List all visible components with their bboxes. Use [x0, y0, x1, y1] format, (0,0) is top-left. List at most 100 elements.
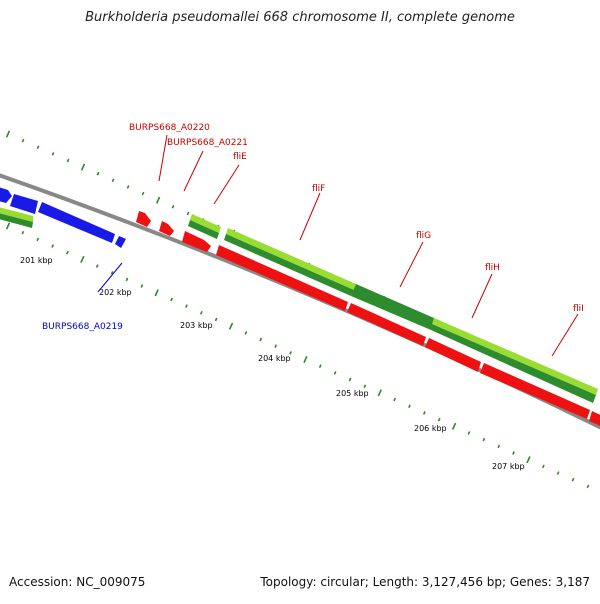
inner-tick — [228, 322, 234, 330]
leader-line — [158, 134, 168, 182]
inner-tick — [393, 397, 397, 402]
inner-tick — [482, 437, 486, 442]
gene-reverse[interactable] — [10, 194, 38, 214]
gene-reverse-BURPS668_A0219[interactable] — [38, 202, 115, 243]
inner-tick — [363, 384, 367, 389]
cog-feature-light[interactable] — [190, 214, 221, 233]
inner-tick — [36, 237, 40, 242]
inner-tick-track — [5, 222, 590, 489]
leader-line — [471, 273, 493, 319]
inner-tick — [451, 422, 457, 430]
scale-label: 206 kbp — [414, 424, 447, 433]
accession-label: Accession: NC_009075 — [9, 575, 146, 589]
inner-tick — [214, 317, 218, 322]
inner-tick — [586, 484, 590, 489]
gene-forward-fliF[interactable] — [216, 245, 348, 311]
cog-feature-light[interactable] — [226, 228, 356, 290]
inner-tick — [199, 310, 203, 315]
inner-tick — [526, 456, 531, 464]
cog-feature-dark[interactable] — [351, 284, 434, 330]
outer-tick — [186, 211, 190, 216]
outer-tick — [111, 178, 115, 183]
cog-feature-light[interactable] — [0, 206, 33, 222]
inner-tick — [377, 389, 382, 397]
inner-tick — [259, 337, 263, 342]
gene-forward-BURPS668_A0221[interactable] — [159, 221, 174, 236]
inner-tick — [422, 411, 426, 415]
inner-tick — [170, 297, 173, 302]
inner-tick — [512, 451, 515, 455]
inner-tick — [541, 464, 545, 469]
inner-tick — [497, 444, 501, 449]
inner-tick — [571, 477, 575, 482]
outer-tick — [66, 158, 70, 163]
gene-forward-fliH[interactable] — [425, 338, 481, 372]
leader-line — [551, 313, 579, 357]
gene-label[interactable]: BURPS668_A0221 — [167, 138, 248, 148]
cog-feature-dark[interactable] — [188, 220, 219, 239]
outer-tick — [51, 152, 55, 156]
scale-label: 201 kbp — [20, 256, 53, 265]
inner-tick — [303, 355, 308, 364]
outer-tick — [155, 196, 161, 204]
inner-tick — [5, 222, 11, 230]
map-title: Burkholderia pseudomallei 668 chromosome… — [85, 10, 515, 25]
gene-forward[interactable] — [589, 411, 600, 428]
gene-reverse[interactable] — [115, 236, 126, 248]
inner-tick — [51, 244, 55, 248]
outer-tick — [141, 191, 145, 196]
cog-feature-dark[interactable] — [0, 212, 33, 228]
genome-backbone — [0, 173, 600, 430]
cog-feature-light[interactable] — [432, 318, 598, 395]
leader-line — [399, 241, 424, 288]
inner-tick — [140, 284, 144, 288]
scale-label: 202 kbp — [99, 288, 132, 297]
inner-tick — [289, 351, 292, 355]
outer-tick — [126, 185, 130, 189]
cog-feature-dark[interactable] — [224, 234, 354, 296]
genome-summary-label: Topology: circular; Length: 3,127,456 bp… — [260, 575, 590, 589]
gene-label[interactable]: BURPS668_A0219 — [42, 322, 123, 332]
inner-tick — [110, 270, 114, 275]
inner-tick — [21, 230, 25, 235]
gene-forward-BURPS668_A0220[interactable] — [136, 211, 151, 227]
gene-track — [0, 186, 600, 428]
cog-feature-track — [0, 206, 598, 403]
gene-label[interactable]: fliG — [416, 231, 431, 241]
gene-forward-fliG[interactable] — [347, 303, 426, 346]
scale-label: 205 kbp — [336, 389, 369, 398]
gene-forward-fliE[interactable] — [182, 231, 211, 252]
gene-label[interactable]: fliI — [573, 304, 584, 314]
inner-tick — [467, 431, 471, 435]
inner-tick — [318, 364, 322, 369]
inner-tick — [125, 277, 129, 282]
gene-reverse[interactable] — [0, 186, 12, 203]
scale-labels: 201 kbp 202 kbp 203 kbp 204 kbp 205 kbp … — [20, 256, 525, 471]
scale-label: 203 kbp — [180, 321, 213, 330]
inner-tick — [348, 377, 352, 382]
gene-label-leaders — [97, 134, 579, 357]
inner-tick — [154, 289, 159, 297]
inner-tick — [244, 331, 248, 335]
inner-tick — [437, 417, 441, 422]
inner-tick — [95, 264, 99, 268]
leader-line — [213, 164, 240, 205]
gene-label[interactable]: fliH — [485, 263, 500, 273]
gene-label[interactable]: fliE — [233, 152, 247, 162]
gene-forward-fliI[interactable] — [480, 363, 590, 419]
gene-label[interactable]: fliF — [312, 184, 325, 194]
cog-feature-dark[interactable] — [431, 324, 596, 403]
inner-tick — [556, 471, 560, 475]
leader-line — [299, 192, 321, 241]
scale-label: 204 kbp — [258, 354, 291, 363]
inner-tick — [66, 250, 69, 255]
scale-label: 207 kbp — [492, 462, 525, 471]
gene-label[interactable]: BURPS668_A0220 — [129, 123, 210, 133]
outer-tick — [80, 163, 86, 171]
inner-tick — [274, 344, 278, 348]
outer-tick — [96, 171, 100, 176]
inner-tick — [408, 404, 411, 409]
inner-tick — [333, 371, 337, 375]
